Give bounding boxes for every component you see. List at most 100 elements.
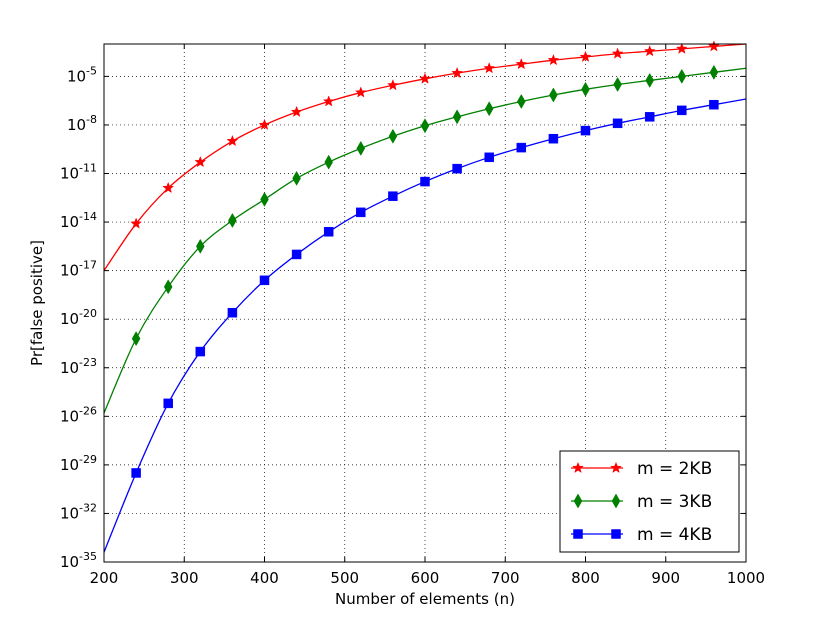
data-point [517,93,526,109]
data-point [549,87,558,103]
data-point [323,227,334,237]
data-point [420,176,430,187]
data-point [292,170,301,186]
legend-marker [611,493,621,509]
legend-marker [610,461,622,474]
x-tick-label: 500 [330,569,359,587]
axis-tick-labels: 200 300 400 500 600 700 800 900 1000 10-35 10-32 10… [60,64,765,587]
data-point [613,76,622,92]
y-tick-label: 10-20 [60,307,97,328]
legend-marker [611,529,621,539]
data-point [356,140,366,156]
data-point [227,307,238,318]
data-point [195,346,206,357]
legend: m = 2KB m = 3KB m = 4KB [559,450,740,553]
x-tick-label: 800 [571,569,600,587]
y-tick-label: 10-26 [60,404,97,425]
data-point [707,40,720,52]
data-point [291,249,302,260]
data-point [356,207,366,218]
legend-label: m = 4KB [637,525,712,545]
x-tick-label: 900 [651,569,680,587]
y-tick-label: 10-32 [60,501,97,522]
data-point [162,181,175,194]
data-point [131,468,141,478]
legend-entry: m = 4KB [571,525,712,545]
data-point [483,62,496,74]
legend-label: m = 2KB [637,459,712,479]
series-1 [103,40,747,271]
data-point [452,109,462,125]
y-axis-label: Pr[false positive] [28,240,46,366]
y-tick-label: 10-14 [60,210,97,231]
y-tick-label: 10-5 [67,64,97,85]
data-point [677,105,687,116]
data-point [645,72,654,88]
data-point [130,217,143,229]
data-point [226,134,239,147]
x-tick-label: 200 [90,569,119,587]
y-tick-label: 10-23 [60,356,97,377]
y-tick-label: 10-17 [60,259,97,280]
legend-entry: m = 2KB [571,459,712,479]
y-tick-label: 10-35 [60,550,97,571]
legend-marker [572,461,584,474]
x-tick-label: 1000 [727,569,765,587]
data-point [259,275,270,286]
y-tick-label: 10-29 [60,453,97,474]
data-point [290,105,303,118]
x-tick-label: 700 [491,569,520,587]
data-point [709,99,719,110]
data-point [643,45,656,57]
y-tick-label: 10-8 [67,113,97,134]
data-point [388,191,398,201]
data-point [452,163,462,174]
x-tick-label: 400 [250,569,279,587]
data-point [419,72,431,84]
data-point [611,47,624,59]
data-point [194,155,207,168]
data-point [131,331,141,347]
data-point [677,68,687,84]
data-point [386,79,399,91]
data-point [675,42,688,54]
data-point [163,279,173,295]
data-point [580,125,591,136]
data-point [484,152,494,163]
data-point [258,118,271,130]
data-point [260,191,269,207]
data-point [548,133,559,144]
data-point [709,64,719,80]
data-point [516,142,527,153]
axis-ticks [103,44,747,563]
data-point [581,81,590,97]
data-point [484,101,494,117]
x-tick-label: 600 [411,569,440,587]
data-point [354,86,367,98]
data-point [324,154,333,170]
data-point [196,238,205,254]
data-point [547,53,560,66]
series-2 [103,64,747,414]
data-point [451,66,464,79]
x-axis-label: Number of elements (n) [335,590,515,608]
legend-entries: m = 2KB m = 3KB m = 4KB [571,459,712,545]
legend-marker [573,493,583,509]
data-point [515,58,528,70]
y-tick-label: 10-11 [60,162,97,183]
series-layer [103,40,747,553]
data-point [579,50,592,62]
legend-marker [573,529,583,539]
data-point [612,118,623,129]
legend-label: m = 3KB [637,492,712,512]
data-point [420,118,430,134]
data-point [322,95,335,107]
data-point [163,398,173,409]
x-tick-label: 300 [170,569,199,587]
legend-entry: m = 3KB [571,492,712,512]
data-point [644,112,655,122]
series-3 [103,98,747,553]
data-point [388,128,398,144]
data-point [228,212,237,228]
